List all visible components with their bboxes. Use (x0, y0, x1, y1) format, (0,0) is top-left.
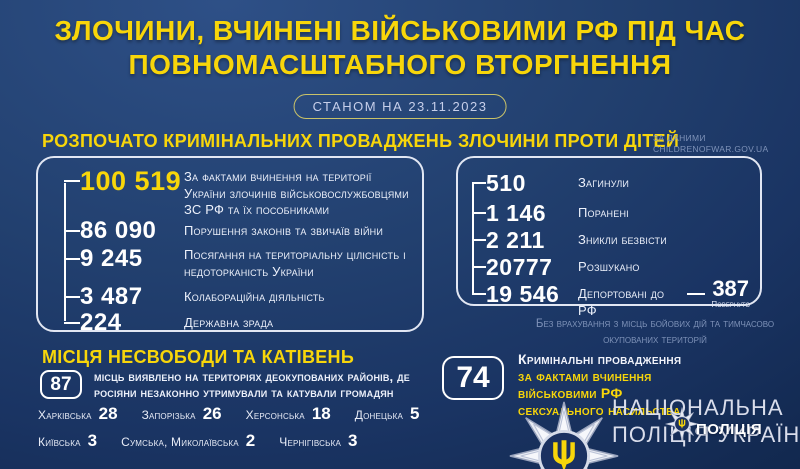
region-item: Херсонська 18 (246, 404, 331, 424)
sv-line-1: Кримінальні провадження (518, 351, 682, 367)
stat-value: 2 211 (486, 227, 545, 253)
stat-label: Зникли безвісти (578, 232, 667, 247)
stat-label: Державна зрада (184, 315, 274, 330)
region-item: Донецька 5 (355, 404, 420, 424)
bracket-line (64, 183, 66, 321)
stat-row: 510 Загинули (472, 170, 750, 200)
stat-value: 100 519 (80, 166, 182, 196)
stat-row: 224 Державна зрада (64, 310, 414, 336)
detention-header: МІСЦЯ НЕСВОБОДИ ТА КАТІВЕНЬ (42, 347, 355, 367)
region-name: Чернігівська (279, 435, 341, 449)
stat-row: 20777 Розшукано (472, 254, 750, 281)
detention-description: місць виявлено на територіях деокуповани… (94, 369, 410, 401)
stat-value: 1 146 (486, 200, 547, 226)
police-mini-label: ПОЛІЦІЯ (696, 420, 763, 438)
stat-value: 224 (80, 309, 122, 336)
page-title: ЗЛОЧИНИ, ВЧИНЕНІ ВІЙСЬКОВИМИ РФ ПІД ЧАС … (0, 14, 800, 82)
tick-line (64, 180, 80, 182)
stat-row: 3 487 Колабораційна діяльність (64, 284, 414, 310)
sv-line-4: сексуального насильства (518, 402, 681, 418)
police-wordmark: НАЦІОНАЛЬНА ПОЛІЦІЯ УКРАЇНИ (612, 394, 800, 448)
region-value: 5 (409, 404, 420, 423)
returned-label: Повернуто (711, 300, 750, 309)
regions-row: Харківська 28 Запорізька 26 Херсонська 1… (38, 404, 478, 424)
tick-line (472, 239, 486, 241)
stat-label: Порушення законів та звичаїв війни (184, 223, 384, 238)
stat-value: 19 546 (486, 281, 560, 307)
region-value: 2 (245, 431, 256, 450)
tick-line (64, 296, 80, 298)
region-name: Херсонська (245, 408, 305, 422)
police-wordmark-line-2: ПОЛІЦІЯ УКРАЇНИ (612, 422, 800, 447)
title-line-2: ПОВНОМАСШТАБНОГО ВТОРГНЕННЯ (128, 49, 672, 80)
sexual-violence-text: Кримінальні провадження за фактами вчине… (518, 351, 681, 419)
region-name: Запорізька (141, 408, 196, 422)
region-value: 3 (87, 431, 98, 450)
date-badge: СТАНОМ НА 23.11.2023 (293, 94, 507, 119)
deported-detail: Депортовані до РФ 387 Повернуто (578, 276, 750, 319)
returned-value: 387 (712, 276, 750, 301)
stat-value: 510 (486, 170, 526, 196)
tick-line (472, 266, 486, 268)
stat-label: За фактами вчинення на території України… (184, 169, 409, 218)
stat-value: 86 090 (80, 217, 157, 244)
tick-line (64, 322, 80, 324)
region-name: Київська (38, 435, 81, 449)
region-item: Сумська, Миколаївська 2 (121, 431, 255, 451)
region-item: Запорізька 26 (142, 404, 222, 424)
stat-label: Поранені (578, 205, 629, 220)
region-value: 28 (98, 404, 118, 423)
tick-line (472, 212, 486, 214)
children-footnote: Без врахування з місць бойових дій та ти… (535, 318, 775, 346)
police-star-small-icon (665, 407, 699, 441)
stat-value: 3 487 (80, 283, 143, 310)
region-value: 26 (202, 404, 222, 423)
police-star-icon (509, 401, 619, 469)
stat-row: 2 211 Зникли безвісти (472, 227, 750, 254)
detention-count-badge: 87 (40, 370, 82, 399)
proceedings-box: 100 519 За фактами вчинення на території… (36, 156, 424, 336)
stat-value: 20777 (486, 254, 553, 280)
tick-line (64, 258, 80, 260)
tick-line (64, 230, 80, 232)
region-item: Харківська 28 (38, 404, 118, 424)
stat-label: Депортовані до РФ (578, 286, 665, 318)
tick-line (472, 182, 486, 184)
sv-line-2: за фактами вчинення (518, 368, 652, 384)
children-crimes-box: 510 Загинули 1 146 Поранені 2 211 Зникли… (456, 156, 762, 318)
stat-row: 19 546 Депортовані до РФ 387 Повернуто (472, 278, 750, 318)
sv-line-3: військовими РФ (518, 385, 623, 401)
region-item: Київська 3 (38, 431, 97, 451)
stat-label: Посягання на територіальну цілісність і … (184, 247, 406, 279)
stat-value: 9 245 (80, 245, 143, 272)
police-wordmark-line-1: НАЦІОНАЛЬНА (612, 395, 784, 420)
stat-row: 9 245 Посягання на територіальну цілісні… (64, 246, 414, 284)
stat-row: 86 090 Порушення законів та звичаїв війн… (64, 218, 414, 246)
stat-label: Розшукано (578, 259, 640, 274)
stat-label: Загинули (578, 175, 630, 190)
regions-list: Харківська 28 Запорізька 26 Херсонська 1… (38, 404, 478, 458)
bracket-line (472, 183, 474, 295)
region-name: Сумська, Миколаївська (121, 435, 239, 449)
stat-label: Колабораційна діяльність (184, 289, 325, 304)
region-value: 3 (347, 431, 358, 450)
proceedings-header: РОЗПОЧАТО КРИМІНАЛЬНИХ ПРОВАДЖЕНЬ (42, 131, 453, 151)
regions-row: Київська 3 Сумська, Миколаївська 2 Черні… (38, 431, 478, 451)
police-mini-lockup: ПОЛІЦІЯ (664, 406, 762, 442)
region-value: 18 (311, 404, 331, 423)
region-name: Харківська (38, 408, 92, 422)
stat-row: 1 146 Поранені (472, 200, 750, 227)
connector-dash (687, 293, 706, 295)
returned-block: 387 Повернуто (711, 276, 750, 310)
children-data-source-note: За даними childrenofwar.gov.ua (653, 133, 769, 155)
tick-line (472, 293, 486, 295)
region-item: Чернігівська 3 (279, 431, 357, 451)
region-name: Донецька (354, 408, 403, 422)
children-crimes-header: ЗЛОЧИНИ ПРОТИ ДІТЕЙ (458, 131, 680, 151)
sexual-violence-count-badge: 74 (442, 356, 504, 400)
title-line-1: ЗЛОЧИНИ, ВЧИНЕНІ ВІЙСЬКОВИМИ РФ ПІД ЧАС (54, 15, 746, 46)
stat-row: 100 519 За фактами вчинення на території… (64, 168, 414, 218)
